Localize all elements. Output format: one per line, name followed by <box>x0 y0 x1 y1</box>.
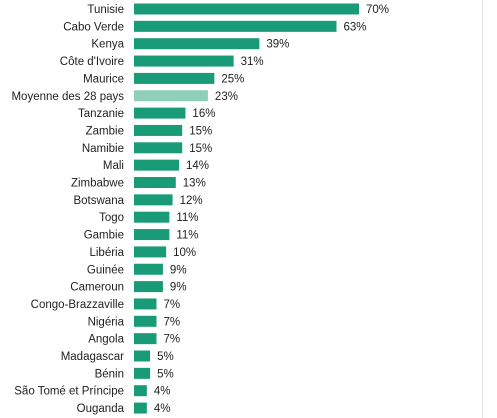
bar-cameroun <box>134 281 163 293</box>
category-label-benin: Bénin <box>95 368 124 380</box>
value-label-mali: 14% <box>186 160 209 172</box>
category-label-namibie: Namibie <box>82 143 124 155</box>
category-label-congo-brazzaville: Congo-Brazzaville <box>31 299 124 311</box>
category-label-cameroun: Cameroun <box>70 282 124 294</box>
bar-liberia <box>134 246 167 258</box>
category-label-togo: Togo <box>99 212 124 224</box>
value-label-gambie: 11% <box>176 230 198 242</box>
bar-maurice <box>134 72 215 84</box>
bar-madagascar <box>134 350 151 362</box>
category-label-liberia: Libéria <box>89 247 124 259</box>
category-label-guinee: Guinée <box>87 264 124 276</box>
bar-kenya <box>134 38 260 50</box>
value-label-botswana: 12% <box>180 195 203 207</box>
value-label-benin: 5% <box>157 368 174 380</box>
category-label-moyenne-des-28-pays: Moyenne des 28 pays <box>11 91 124 103</box>
category-label-madagascar: Madagascar <box>61 351 124 363</box>
category-label-ouganda: Ouganda <box>77 403 125 415</box>
bar-botswana <box>134 194 173 206</box>
category-label-sao-tome-et-principe: São Tomé et Príncipe <box>14 386 124 398</box>
category-label-tanzanie: Tanzanie <box>78 108 124 120</box>
bar-guinee <box>134 263 163 275</box>
value-label-ouganda: 4% <box>154 403 171 415</box>
category-label-cote-d-ivoire: Côte d'Ivoire <box>60 56 124 68</box>
category-label-botswana: Botswana <box>73 195 124 207</box>
bar-congo-brazzaville <box>134 298 157 310</box>
value-labels: 70% 63% 39%31% 25% 23%16% 15% 15% 14% 13% 12% 11% 1… <box>154 4 389 415</box>
value-label-sao-tome-et-principe: 4% <box>154 386 171 398</box>
value-label-cabo-verde: 63% <box>344 21 367 33</box>
value-label-nigeria: 7% <box>164 316 181 328</box>
bar-gambie <box>134 229 170 241</box>
scroll-edge <box>482 0 497 418</box>
bar-togo <box>134 211 170 223</box>
category-label-gambie: Gambie <box>84 230 124 242</box>
value-label-angola: 7% <box>164 334 181 346</box>
value-label-zambie: 15% <box>189 125 212 137</box>
value-label-maurice: 25% <box>221 73 244 85</box>
bar-angola <box>134 333 157 345</box>
value-label-liberia: 10% <box>173 247 196 259</box>
category-label-kenya: Kenya <box>91 39 124 51</box>
bar-moyenne-des-28-pays <box>134 90 208 102</box>
value-label-madagascar: 5% <box>157 351 174 363</box>
value-label-kenya: 39% <box>266 39 289 51</box>
category-labels: Tunisie Cabo Verde Kenya Côte d'Ivoire Mauri… <box>11 4 124 415</box>
bar-tanzanie <box>134 107 186 119</box>
value-label-guinee: 9% <box>170 264 187 276</box>
bar-cabo-verde <box>134 20 337 32</box>
category-label-zimbabwe: Zimbabwe <box>71 178 124 190</box>
bar-cote-d-ivoire <box>134 55 234 67</box>
bar-nigeria <box>134 315 157 327</box>
bars <box>134 3 359 414</box>
value-label-zimbabwe: 13% <box>183 178 206 190</box>
value-label-namibie: 15% <box>189 143 212 155</box>
bar-namibie <box>134 142 183 154</box>
bar-zambie <box>134 124 183 136</box>
category-label-cabo-verde: Cabo Verde <box>63 21 124 33</box>
bar-zimbabwe <box>134 177 176 188</box>
bar-benin <box>134 367 151 379</box>
value-label-tunisie: 70% <box>366 4 389 16</box>
bar-tunisie <box>134 3 359 15</box>
category-label-zambie: Zambie <box>86 125 124 137</box>
bar-mali <box>134 159 179 171</box>
value-label-congo-brazzaville: 7% <box>164 299 181 311</box>
category-label-tunisie: Tunisie <box>87 4 124 16</box>
value-label-tanzanie: 16% <box>192 108 215 120</box>
category-label-maurice: Maurice <box>83 73 124 85</box>
category-label-mali: Mali <box>103 160 124 172</box>
value-label-cameroun: 9% <box>170 282 187 294</box>
value-label-togo: 11% <box>176 212 198 224</box>
category-label-angola: Angola <box>88 334 124 346</box>
value-label-moyenne-des-28-pays: 23% <box>215 91 238 103</box>
bar-sao-tome-et-principe <box>134 385 147 397</box>
value-label-cote-d-ivoire: 31% <box>241 56 264 68</box>
bar-ouganda <box>134 402 147 414</box>
category-label-nigeria: Nigéria <box>88 316 125 328</box>
